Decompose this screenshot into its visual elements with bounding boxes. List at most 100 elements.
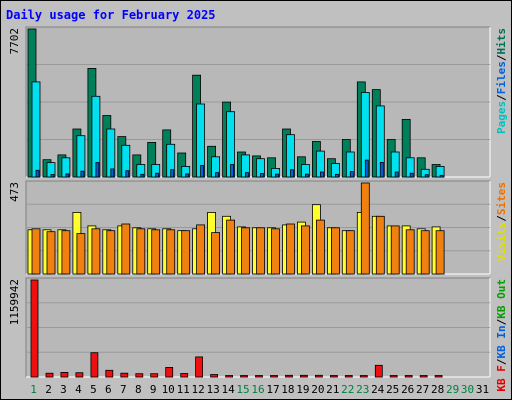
bar-sites-day-14 — [226, 219, 236, 275]
bar-sites-day-22 — [345, 230, 355, 275]
x-tick-label: 23 — [356, 383, 369, 396]
bar-pages-day-19 — [304, 173, 309, 178]
bar-kb-f-day-22 — [344, 375, 353, 378]
x-tick-label: 3 — [60, 383, 67, 396]
x-tick-label: 7 — [120, 383, 127, 396]
x-tick-label: 20 — [311, 383, 324, 396]
x-tick-label: 15 — [236, 383, 249, 396]
bar-pages-day-1 — [35, 169, 40, 178]
legend-separator: / — [495, 215, 508, 222]
bar-pages-day-2 — [50, 174, 55, 178]
bar-pages-day-28 — [439, 174, 444, 178]
bar-pages-day-11 — [185, 173, 190, 178]
legend-kbytes: KB F/KB In/KB Out — [495, 279, 508, 392]
y-max-label: 473 — [8, 182, 21, 202]
x-tick-label: 5 — [90, 383, 97, 396]
legends: Pages/Files/Hits Visits/Sites KB F/KB In/K… — [495, 28, 508, 392]
bar-kb-f-day-3 — [60, 371, 69, 378]
bar-sites-day-17 — [271, 228, 280, 275]
x-tick-label: 19 — [296, 383, 309, 396]
bar-kb-f-day-10 — [165, 366, 174, 378]
bar-sites-day-8 — [136, 228, 146, 275]
bar-pages-day-12 — [200, 165, 205, 178]
bar-sites-day-5 — [91, 228, 101, 275]
x-tick-label: 26 — [401, 383, 414, 396]
bar-kb-f-day-4 — [75, 372, 84, 378]
bar-pages-day-3 — [65, 173, 70, 178]
x-tick-label: 2 — [45, 383, 52, 396]
x-tick-label: 21 — [326, 383, 339, 396]
bar-kb-f-day-23 — [359, 375, 368, 378]
legend-separator: / — [495, 94, 508, 101]
x-tick-label: 25 — [386, 383, 399, 396]
bar-pages-day-10 — [170, 169, 175, 178]
bar-kb-f-day-21 — [329, 375, 338, 378]
bar-sites-day-15 — [241, 227, 250, 275]
x-tick-label: 14 — [221, 383, 235, 396]
x-tick-label: 29 — [446, 383, 459, 396]
x-tick-label: 13 — [206, 383, 219, 396]
bar-kb-f-day-5 — [90, 352, 99, 378]
y-axis-labels: 7702 473 1159942 — [8, 28, 21, 325]
bar-sites-day-19 — [300, 225, 310, 275]
bar-pages-day-25 — [394, 171, 399, 178]
legend-item-kb-in: KB In — [495, 325, 508, 358]
bar-pages-day-22 — [349, 171, 354, 178]
x-tick-label: 10 — [162, 383, 175, 396]
x-tick-label: 30 — [461, 383, 474, 396]
y-max-label: 7702 — [8, 28, 21, 55]
x-tick-label: 8 — [135, 383, 142, 396]
bar-pages-day-23 — [364, 159, 369, 178]
x-tick-label: 24 — [371, 383, 385, 396]
bar-kb-f-day-9 — [150, 373, 159, 378]
bar-pages-day-5 — [95, 162, 100, 178]
legend-hits-files-pages: Pages/Files/Hits — [495, 28, 508, 134]
bar-files-day-1 — [31, 81, 41, 178]
bar-pages-day-4 — [80, 170, 85, 178]
bar-sites-day-18 — [286, 223, 295, 275]
x-tick-label: 18 — [281, 383, 294, 396]
bar-sites-day-11 — [181, 230, 191, 275]
bar-kb-f-day-26 — [404, 375, 413, 378]
bar-sites-day-27 — [420, 230, 430, 275]
legend-item-files: Files — [495, 61, 508, 94]
bars — [27, 28, 445, 378]
bar-pages-day-15 — [245, 172, 249, 178]
bar-pages-day-6 — [110, 168, 115, 178]
bar-sites-day-3 — [61, 230, 71, 275]
bar-pages-day-21 — [334, 173, 339, 178]
bar-kb-f-day-6 — [105, 369, 114, 378]
bar-kb-f-day-7 — [120, 372, 129, 378]
x-tick-label: 28 — [431, 383, 444, 396]
bar-kb-f-day-24 — [374, 364, 383, 378]
bar-pages-day-17 — [275, 173, 279, 178]
legend-separator: / — [495, 54, 508, 61]
bar-sites-day-21 — [330, 227, 340, 275]
x-tick-label: 22 — [341, 383, 354, 396]
bar-pages-day-8 — [140, 173, 145, 178]
x-tick-label: 31 — [476, 383, 489, 396]
x-tick-label: 27 — [416, 383, 429, 396]
y-max-label: 1159942 — [8, 279, 21, 325]
bar-kb-f-day-27 — [419, 375, 428, 378]
bar-kb-f-day-28 — [434, 375, 443, 378]
legend-separator: / — [495, 358, 508, 365]
chart-title: Daily usage for February 2025 — [6, 8, 216, 22]
bar-pages-day-7 — [125, 170, 130, 178]
x-tick-label: 16 — [251, 383, 264, 396]
bar-sites-day-16 — [256, 227, 265, 275]
legend-visits-sites: Visits/Sites — [495, 182, 508, 262]
bar-kb-f-day-2 — [45, 372, 54, 378]
bar-pages-day-13 — [215, 172, 220, 178]
bar-kb-f-day-14 — [225, 375, 234, 378]
bar-kb-f-day-12 — [195, 356, 204, 378]
bar-kb-f-day-13 — [210, 374, 219, 378]
bar-kb-f-day-20 — [314, 374, 323, 378]
bar-sites-day-10 — [166, 229, 176, 275]
legend-separator: / — [495, 318, 508, 325]
bar-kb-f-day-17 — [270, 375, 278, 378]
bar-pages-day-24 — [379, 161, 384, 178]
bar-pages-day-9 — [155, 172, 160, 178]
bar-kb-f-day-1 — [30, 279, 39, 378]
